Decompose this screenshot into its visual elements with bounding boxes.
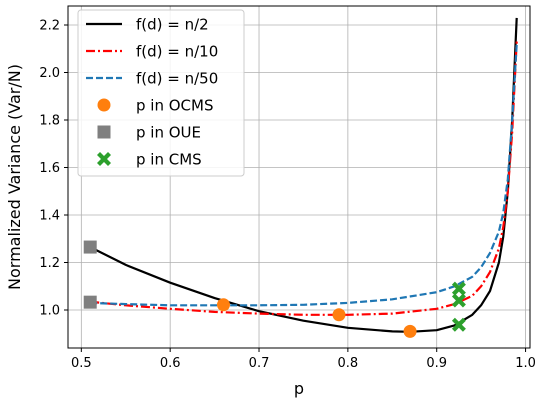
legend-label: p in OUE (136, 124, 201, 142)
legend-label: f(d) = n/2 (136, 16, 209, 34)
circle-marker-point (403, 324, 417, 338)
square-marker-point (83, 240, 97, 254)
series-line-1 (89, 17, 518, 333)
x-tick-label: 0.5 (71, 356, 92, 371)
y-tick-label: 1.6 (39, 161, 60, 176)
x-marker-point-stroke (451, 293, 466, 308)
legend-label: p in CMS (136, 151, 202, 169)
y-tick-label: 1.8 (39, 114, 60, 129)
x-marker-point-stroke (451, 317, 466, 332)
legend-swatch-x (97, 152, 111, 166)
legend: f(d) = n/2 f(d) = n/10 f(d) = n/50 p in OCM… (77, 9, 245, 177)
legend-swatch-square (97, 125, 111, 139)
legend-box (77, 9, 245, 177)
square-marker-point (83, 295, 97, 309)
x-marker-point (451, 293, 466, 308)
circle-marker-point (332, 308, 346, 322)
legend-label: p in OCMS (136, 97, 213, 115)
series-line-3 (90, 43, 518, 307)
y-axis-label: Normalized Variance (Var/N) (5, 64, 24, 290)
x-tick-label: 1.0 (515, 356, 536, 371)
legend-label: f(d) = n/10 (136, 43, 218, 61)
tick-layer: 0.5 0.6 0.7 0.8 0.9 1.0 1.0 1.2 1.4 1.6 1.8 2.0 2.2 (39, 19, 536, 372)
x-marker-point (451, 281, 466, 296)
y-tick-label: 2.0 (39, 66, 60, 81)
y-tick-label: 1.4 (39, 209, 60, 224)
legend-swatch-circle (97, 98, 111, 112)
legend-swatch-x-stroke (97, 152, 111, 166)
circle-marker-point (216, 298, 230, 312)
y-tick-label: 1.0 (39, 304, 60, 319)
legend-label: f(d) = n/50 (136, 70, 218, 88)
x-marker-point-stroke (451, 281, 466, 296)
marker-layer (83, 240, 466, 338)
x-tick-label: 0.7 (249, 356, 270, 371)
series-layer (89, 17, 518, 333)
x-tick-label: 0.6 (160, 356, 181, 371)
plot-frame (67, 5, 531, 349)
x-tick-label: 0.8 (338, 356, 359, 371)
y-tick-label: 2.2 (39, 19, 60, 34)
y-tick-label: 1.2 (39, 256, 60, 271)
x-axis-label: p (294, 379, 304, 398)
x-marker-point (451, 317, 466, 332)
x-tick-label: 0.9 (426, 356, 447, 371)
